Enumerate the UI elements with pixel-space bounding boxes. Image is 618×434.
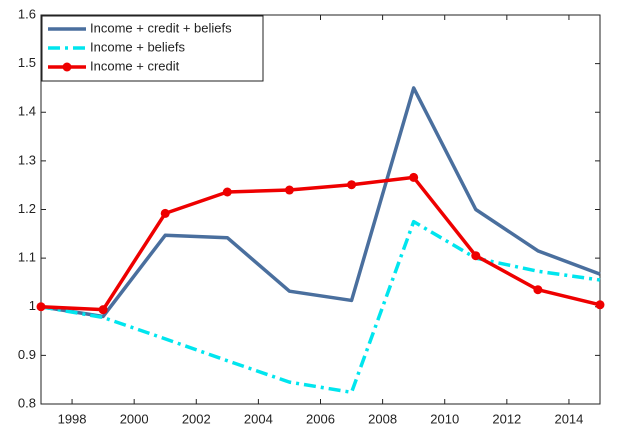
legend-label: Income + credit + beliefs [90, 20, 232, 35]
y-tick-label: 1.4 [18, 104, 36, 119]
data-point [36, 302, 46, 312]
plot-frame [40, 14, 601, 405]
y-tick-label: 1 [29, 298, 36, 313]
x-tick-label: 2000 [120, 411, 149, 426]
data-point [471, 251, 481, 261]
y-tick-label: 0.9 [18, 347, 36, 362]
data-point [347, 180, 357, 190]
x-tick-label: 2002 [182, 411, 211, 426]
legend-marker [62, 62, 72, 72]
y-tick-label: 1.2 [18, 201, 36, 216]
x-tick-label: 1998 [58, 411, 87, 426]
y-tick-label: 1.6 [18, 6, 36, 21]
x-tick-label: 2004 [244, 411, 273, 426]
x-tick-label: 2010 [430, 411, 459, 426]
data-point [595, 300, 605, 310]
x-tick-label: 2008 [368, 411, 397, 426]
legend-label: Income + credit [90, 58, 180, 73]
series-line [40, 175, 601, 312]
x-tick-label: 2006 [306, 411, 335, 426]
data-point [533, 285, 543, 295]
y-tick-label: 1.3 [18, 152, 36, 167]
y-tick-label: 0.8 [18, 395, 36, 410]
y-tick-label: 1.5 [18, 55, 36, 70]
data-point [98, 305, 108, 315]
legend: Income + credit + beliefs Income + belief… [41, 15, 264, 82]
series-line [40, 86, 601, 319]
data-point [222, 187, 232, 197]
series-line [40, 219, 601, 395]
x-tick-label: 2012 [492, 411, 521, 426]
data-point [160, 208, 170, 218]
data-point [409, 172, 419, 182]
y-tick-label: 1.1 [18, 250, 36, 265]
data-point [284, 185, 294, 195]
legend-label: Income + beliefs [90, 39, 186, 54]
x-tick-label: 2014 [554, 411, 583, 426]
